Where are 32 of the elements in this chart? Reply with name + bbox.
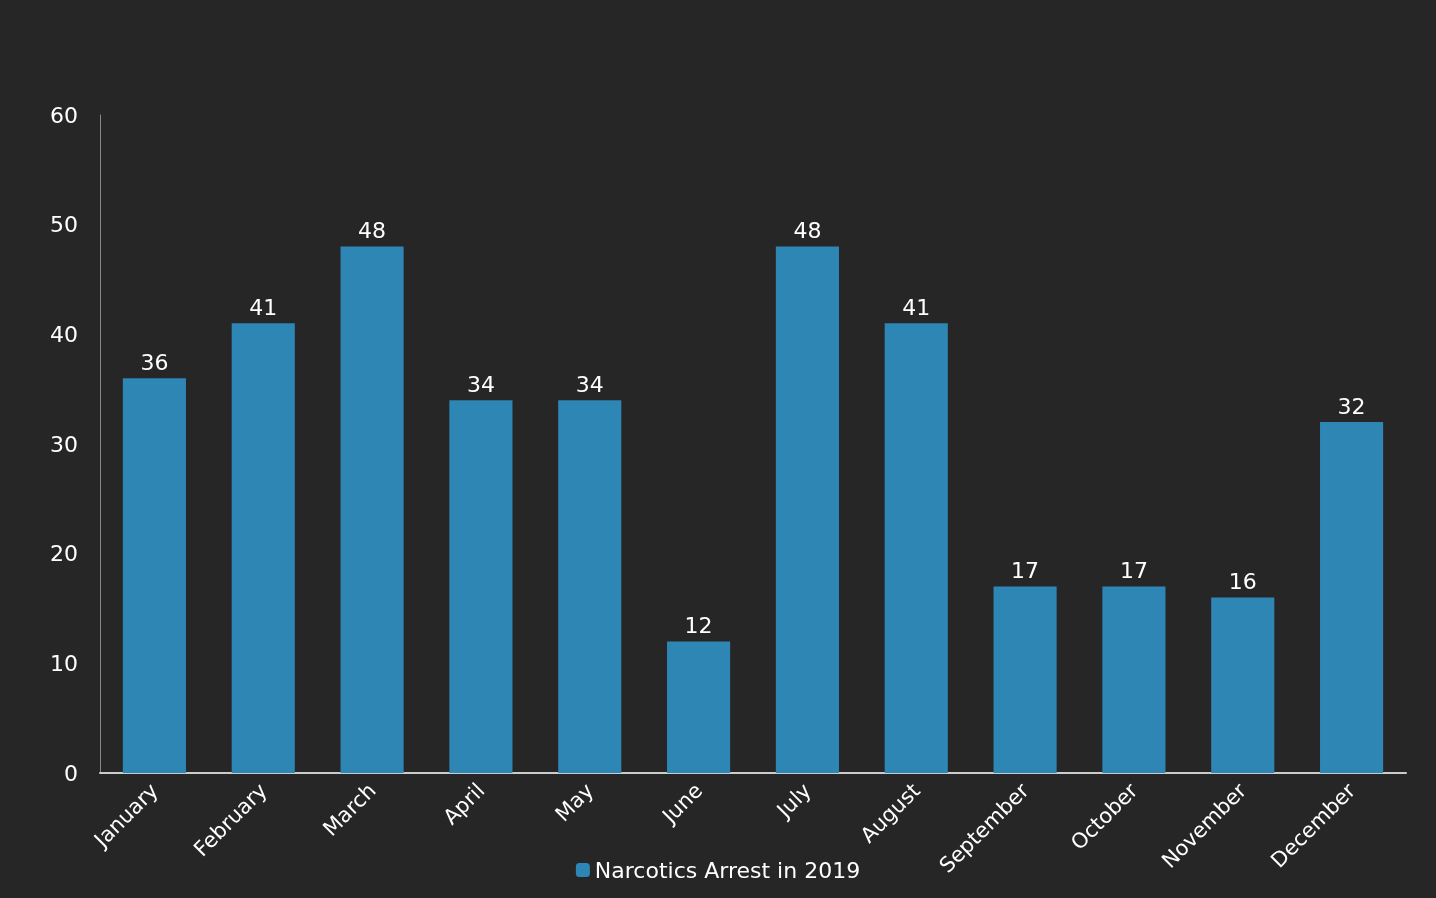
data-label: 17: [1011, 558, 1040, 584]
y-tick-label: 40: [50, 321, 78, 347]
y-tick-label: 60: [50, 102, 78, 128]
bar: [1320, 422, 1384, 773]
data-label: 41: [902, 294, 931, 320]
data-label: 36: [140, 349, 169, 375]
y-tick-label: 0: [64, 760, 78, 786]
y-tick-label: 50: [50, 212, 78, 238]
data-label: 32: [1337, 393, 1366, 419]
bar: [775, 246, 839, 773]
data-label: 34: [466, 371, 495, 397]
data-label: 34: [575, 371, 604, 397]
data-label: 48: [793, 218, 822, 244]
legend-label: Narcotics Arrest in 2019: [594, 857, 861, 883]
bar: [1102, 586, 1166, 773]
bar: [667, 641, 731, 773]
bar: [993, 586, 1057, 773]
bar: [1211, 597, 1275, 773]
bar: [449, 400, 513, 773]
data-label: 17: [1119, 558, 1148, 584]
bar: [558, 400, 622, 773]
data-label: 12: [684, 612, 713, 638]
data-label: 48: [358, 218, 387, 244]
bar: [122, 378, 186, 773]
y-tick-label: 20: [50, 541, 78, 567]
y-tick-label: 30: [50, 431, 78, 457]
y-tick-label: 10: [50, 650, 78, 676]
bar: [340, 246, 404, 773]
bar: [884, 323, 948, 773]
data-label: 41: [249, 294, 278, 320]
bar: [231, 323, 295, 773]
data-label: 16: [1228, 569, 1257, 595]
